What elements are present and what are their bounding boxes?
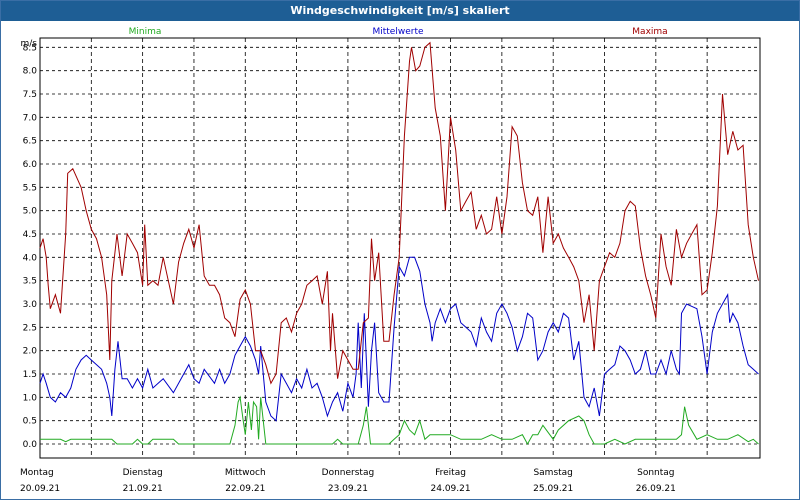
y-tick-label: 3.5 <box>23 277 37 287</box>
series-line-maxima <box>39 41 759 385</box>
y-tick-label: 5.0 <box>23 207 38 217</box>
x-day-label: Montag <box>20 468 54 478</box>
x-day-label: Samstag <box>533 468 572 478</box>
x-day-label: Freitag <box>435 468 466 478</box>
y-tick-label: 0.5 <box>23 417 37 427</box>
x-day-label: Sonntag <box>637 468 674 478</box>
y-tick-label: 6.5 <box>23 137 37 147</box>
x-date-label: 20.09.21 <box>20 484 60 494</box>
legend-entry-mittelwerte: Mittelwerte <box>372 27 423 37</box>
y-tick-label: 2.5 <box>23 323 37 333</box>
x-date-label: 21.09.21 <box>123 484 163 494</box>
y-tick-label: 5.5 <box>23 183 37 193</box>
x-date-label: 23.09.21 <box>328 484 368 494</box>
legend-entry-minima: Minima <box>129 27 162 37</box>
x-date-label: 22.09.21 <box>225 484 265 494</box>
y-tick-label: 8.5 <box>23 43 37 53</box>
y-tick-label: 7.0 <box>23 113 38 123</box>
y-tick-label: 1.0 <box>23 393 38 403</box>
y-tick-label: 8.0 <box>23 67 38 77</box>
chart-title: Windgeschwindigkeit [m/s] skaliert <box>1 1 799 21</box>
y-tick-label: 7.5 <box>23 90 37 100</box>
x-day-label: Dienstag <box>123 468 163 478</box>
y-axis-label: m/s <box>21 39 38 49</box>
x-date-label: 26.09.21 <box>636 484 676 494</box>
x-day-label: Donnerstag <box>322 468 375 478</box>
series-line-mittelwerte <box>39 256 759 422</box>
series-line-minima <box>40 395 759 446</box>
legend-entry-maxima: Maxima <box>632 27 667 37</box>
y-tick-label: 1.5 <box>23 370 37 380</box>
y-tick-label: 6.0 <box>23 160 38 170</box>
y-tick-label: 0.0 <box>23 440 38 450</box>
y-tick-label: 2.0 <box>23 347 38 357</box>
x-date-label: 25.09.21 <box>533 484 573 494</box>
x-date-label: 24.09.21 <box>431 484 471 494</box>
y-tick-label: 4.5 <box>23 230 37 240</box>
y-tick-label: 4.0 <box>23 253 38 263</box>
y-tick-label: 3.0 <box>23 300 38 310</box>
x-day-label: Mittwoch <box>225 468 266 478</box>
